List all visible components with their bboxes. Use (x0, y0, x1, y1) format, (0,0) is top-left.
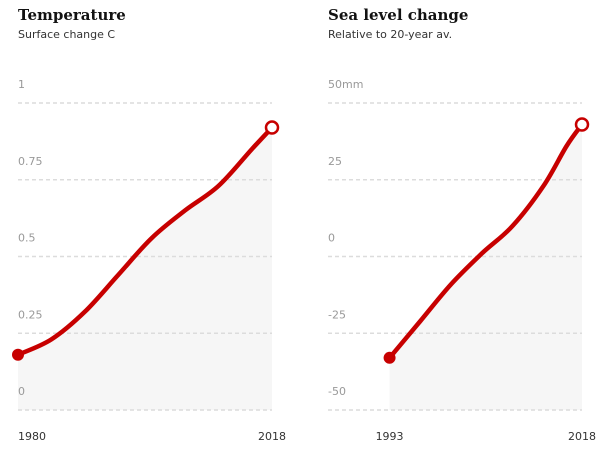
sea-level-y-tick-label: 25 (328, 155, 342, 168)
temperature-x-tick-label-start: 1980 (18, 430, 46, 443)
temperature-chart-title: Temperature (18, 6, 126, 24)
temperature-area-fill (18, 127, 272, 410)
sea-level-chart-subtitle: Relative to 20-year av. (328, 28, 453, 41)
temperature-end-point (264, 120, 280, 135)
sea-level-y-tick-label: -25 (328, 308, 346, 321)
sea-level-series-line (387, 122, 585, 361)
temperature-y-tick-label: 1 (18, 78, 25, 91)
temperature-y-tick-label: 0.75 (18, 155, 43, 168)
sea-level-x-tick-label-start: 1993 (376, 430, 404, 443)
temperature-y-tick-label: 0.25 (18, 308, 43, 321)
temperature-y-tick-label: 0.5 (18, 232, 36, 245)
temperature-start-point (12, 348, 24, 361)
sea-level-area-fill (389, 124, 582, 410)
sea-level-chart-title: Sea level change (328, 6, 469, 24)
temperature-series-line (15, 125, 275, 357)
temperature-chart-subtitle: Surface change C (18, 28, 116, 41)
sea-level-y-tick-label: 0 (328, 232, 335, 245)
temperature-x-tick-label-end: 2018 (258, 430, 286, 443)
sea-level-y-tick-label: 50mm (328, 78, 363, 91)
sea-level-start-point (383, 351, 396, 364)
sea-level-x-tick-label-end: 2018 (568, 430, 596, 443)
sea-level-end-point (574, 117, 590, 132)
sea-level-y-tick-label: -50 (328, 385, 346, 398)
temperature-y-tick-label: 0 (18, 385, 25, 398)
